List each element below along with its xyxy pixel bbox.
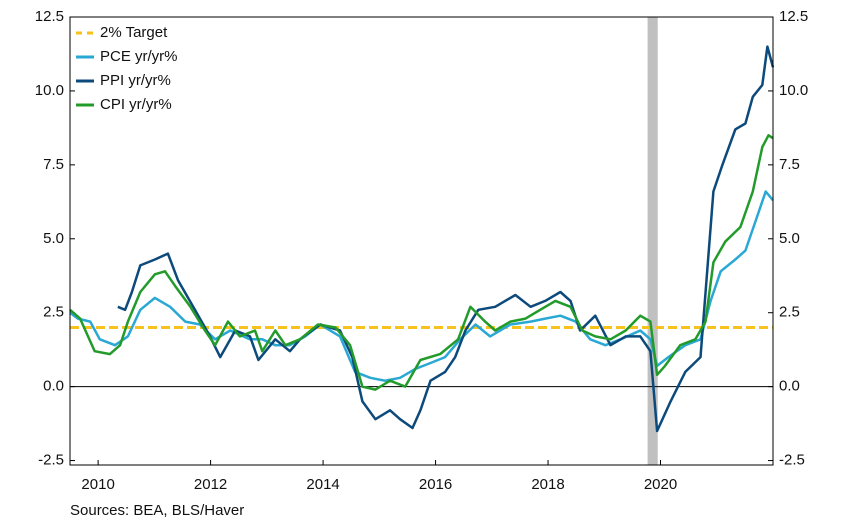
y2-tick-label: 7.5 (779, 156, 800, 173)
y-tick-label: 12.5 (35, 8, 64, 25)
x-tick-label: 2020 (644, 476, 677, 493)
x-tick-label: 2012 (194, 476, 227, 493)
legend-label: PPI yr/yr% (100, 72, 171, 89)
y2-tick-label: 2.5 (779, 304, 800, 321)
legend-label: 2% Target (100, 24, 168, 41)
series-line (69, 190, 774, 382)
y2-tick-label: -2.5 (779, 452, 805, 469)
y2-tick-label: 0.0 (779, 378, 800, 395)
legend-label: CPI yr/yr% (100, 96, 172, 113)
y2-tick-label: 12.5 (779, 8, 808, 25)
series-line (117, 45, 775, 433)
y-tick-label: -2.5 (38, 452, 64, 469)
y-tick-label: 2.5 (43, 304, 64, 321)
y2-tick-label: 10.0 (779, 82, 808, 99)
x-tick-label: 2016 (419, 476, 452, 493)
x-tick-label: 2018 (531, 476, 564, 493)
y-tick-label: 5.0 (43, 230, 64, 247)
x-tick-label: 2010 (81, 476, 114, 493)
source-note: Sources: BEA, BLS/Haver (70, 502, 244, 519)
x-tick-label: 2014 (306, 476, 339, 493)
plot-frame (69, 16, 774, 466)
series-line (69, 134, 774, 391)
y-tick-label: 7.5 (43, 156, 64, 173)
y-tick-label: 10.0 (35, 82, 64, 99)
shaded-region (647, 17, 658, 465)
legend-label: PCE yr/yr% (100, 48, 178, 65)
y-tick-label: 0.0 (43, 378, 64, 395)
y2-tick-label: 5.0 (779, 230, 800, 247)
